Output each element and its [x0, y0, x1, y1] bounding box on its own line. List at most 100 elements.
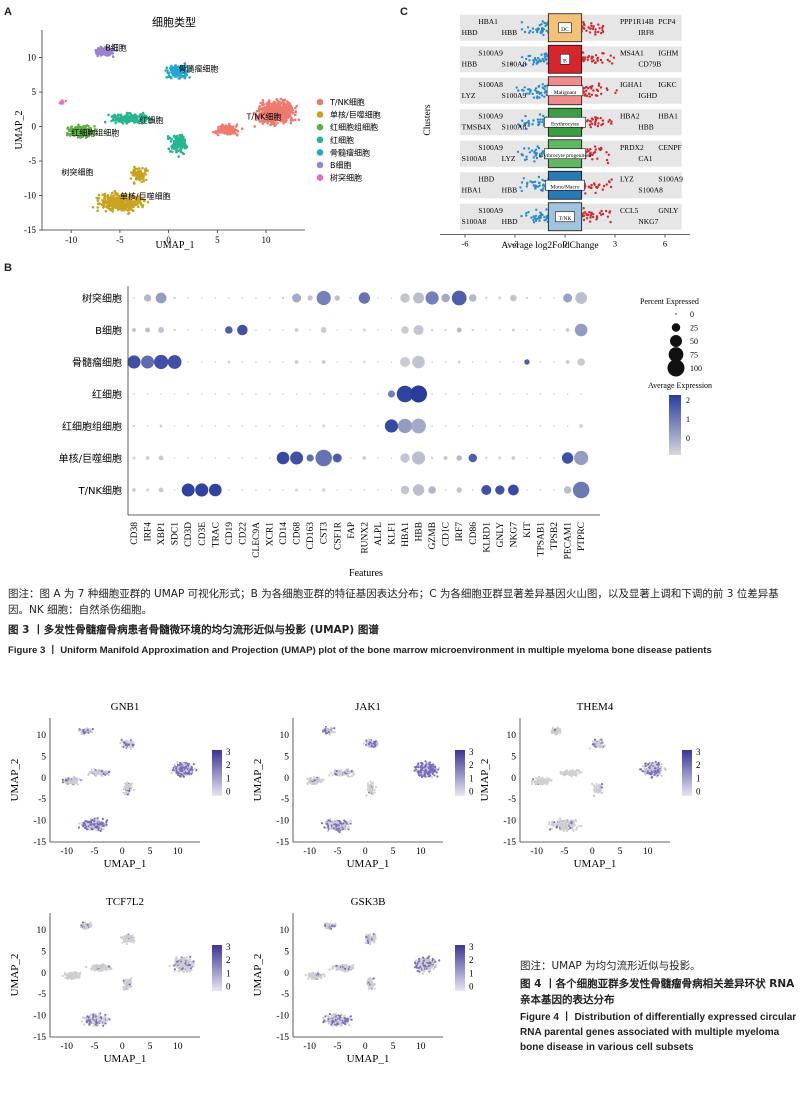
umap-point — [101, 49, 105, 52]
umap-point — [103, 49, 107, 53]
gene-label: TRAC — [211, 522, 221, 547]
umap-point — [97, 197, 101, 200]
umap-point — [274, 102, 277, 105]
feature-point — [78, 778, 81, 781]
dot — [143, 294, 152, 302]
dot — [526, 393, 528, 395]
y-tick-label: 5 — [284, 752, 289, 762]
umap-point — [149, 117, 153, 121]
feature-point — [333, 727, 336, 730]
feature-scale-label: 3 — [469, 747, 474, 757]
dot — [158, 455, 164, 461]
x-tick-label: 0 — [120, 847, 125, 857]
feature-point — [367, 788, 370, 791]
feature-point — [126, 781, 129, 784]
dot — [316, 290, 331, 306]
dot — [526, 425, 528, 427]
umap-point — [133, 167, 137, 170]
map-label: 红细胞 — [139, 115, 163, 125]
up-point — [615, 89, 618, 92]
feature-point — [365, 794, 368, 797]
y-tick-label: -15 — [33, 838, 46, 848]
umap-point — [179, 148, 182, 151]
umap-point — [133, 196, 136, 199]
feature-point — [74, 779, 77, 782]
feature-point — [76, 777, 79, 781]
down-point — [521, 64, 525, 67]
y-tick-label: 0 — [511, 774, 516, 784]
up-point — [591, 213, 595, 216]
feature-point — [80, 779, 83, 782]
feature-point — [434, 765, 437, 768]
feature-point — [350, 775, 353, 778]
down-point — [529, 29, 532, 33]
up-point — [582, 214, 586, 217]
dot — [133, 297, 135, 299]
feature-point — [371, 791, 374, 794]
feature-point — [87, 820, 91, 823]
umap-point — [104, 209, 108, 213]
umap-point — [173, 65, 177, 68]
umap-point — [275, 98, 279, 101]
gene-label: CD86 — [469, 522, 479, 545]
dot — [146, 393, 149, 395]
feature-point — [367, 789, 370, 792]
dot — [539, 393, 542, 395]
feature-point — [179, 775, 182, 778]
feature-point — [370, 744, 373, 748]
down-point — [538, 58, 541, 61]
down-gene-label: S100A9 — [478, 111, 503, 120]
dot — [132, 456, 136, 460]
feature-point — [347, 826, 350, 829]
feature-point — [68, 777, 71, 780]
umap-point — [83, 128, 86, 132]
umap-point — [276, 115, 279, 118]
dot — [336, 361, 339, 363]
umap-point — [107, 202, 110, 205]
dot — [153, 354, 169, 370]
down-point — [540, 53, 543, 56]
dot — [214, 457, 217, 459]
figure3-title-zh: 图 3 丨多发性骨髓瘤骨病患者骨髓微环境的均匀流形近似与投影 (UMAP) 图谱 — [8, 624, 379, 636]
dot — [565, 360, 570, 364]
up-point — [609, 185, 613, 189]
down-point — [537, 120, 541, 124]
umap-point — [129, 177, 133, 180]
umap-point — [215, 131, 218, 135]
down-point — [529, 89, 532, 92]
umap-point — [134, 199, 138, 202]
dot — [362, 456, 367, 460]
feature-point — [76, 779, 79, 782]
dot — [430, 456, 434, 460]
umap-point — [271, 116, 275, 120]
y-tick-label: -10 — [33, 817, 46, 827]
umap-point — [96, 209, 99, 213]
feature-scale-label: 2 — [469, 760, 474, 770]
cluster-label: Mono/Macro — [550, 184, 579, 190]
feature-point — [310, 781, 313, 784]
feature-point — [342, 772, 345, 775]
feature-point — [421, 772, 424, 775]
up-point — [591, 27, 595, 30]
umap-point — [294, 118, 297, 122]
dot — [282, 489, 284, 491]
umap-point — [275, 118, 279, 121]
down-point — [539, 211, 542, 214]
legend-pct-label: 75 — [690, 351, 698, 360]
umap-point — [112, 203, 115, 206]
umap-point — [111, 118, 115, 121]
umap-point — [144, 119, 147, 122]
up-point — [590, 93, 594, 97]
umap-point — [146, 169, 149, 172]
feature-point — [175, 767, 178, 770]
feature-point — [179, 768, 182, 771]
dot — [309, 329, 311, 331]
feature-point — [99, 823, 102, 826]
feature-point — [341, 824, 345, 827]
up-point — [599, 146, 603, 150]
up-point — [602, 184, 606, 188]
feature-point — [107, 773, 110, 776]
y-tick-label: 0 — [41, 774, 46, 784]
dot — [508, 484, 519, 496]
up-point — [588, 31, 592, 34]
